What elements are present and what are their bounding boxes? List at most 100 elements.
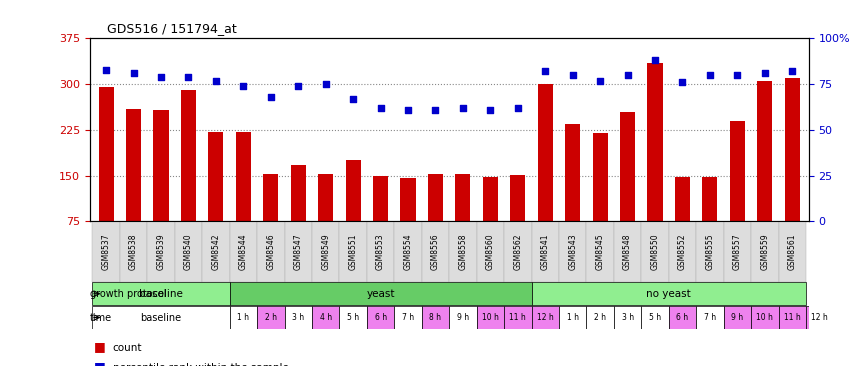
Bar	[318, 174, 333, 267]
Bar	[674, 177, 689, 267]
Point	[401, 107, 415, 113]
Text: yeast: yeast	[366, 289, 394, 299]
Bar	[722, 306, 751, 329]
Text: 5 h: 5 h	[648, 313, 660, 322]
Bar	[345, 160, 360, 267]
Text: 1 h: 1 h	[237, 313, 249, 322]
Text: 2 h: 2 h	[264, 313, 276, 322]
Text: baseline: baseline	[140, 313, 182, 322]
Bar	[537, 84, 552, 267]
Point	[126, 70, 140, 76]
Bar	[503, 221, 531, 282]
Bar	[92, 282, 229, 305]
Bar	[175, 221, 202, 282]
Bar	[421, 221, 449, 282]
Bar	[263, 174, 278, 267]
Text: GSM8560: GSM8560	[485, 233, 494, 270]
Text: GSM8546: GSM8546	[266, 233, 275, 270]
Text: 2 h: 2 h	[594, 313, 606, 322]
Bar	[147, 221, 175, 282]
Text: GSM8549: GSM8549	[321, 233, 330, 270]
Bar	[668, 306, 695, 329]
Text: 9 h: 9 h	[456, 313, 468, 322]
Bar	[284, 221, 311, 282]
Point	[346, 96, 360, 102]
Bar	[257, 221, 284, 282]
Bar	[476, 221, 503, 282]
Text: GSM8557: GSM8557	[732, 233, 741, 270]
Bar	[290, 165, 305, 267]
Text: GSM8556: GSM8556	[431, 233, 439, 270]
Bar	[311, 221, 339, 282]
Point	[510, 105, 524, 111]
Point	[483, 107, 496, 113]
Bar	[531, 221, 559, 282]
Bar	[400, 178, 415, 267]
Point	[182, 74, 195, 80]
Text: no yeast: no yeast	[646, 289, 690, 299]
Bar	[229, 306, 257, 329]
Text: GSM8544: GSM8544	[239, 233, 247, 270]
Text: 1 h: 1 h	[566, 313, 578, 322]
Text: GSM8539: GSM8539	[156, 233, 165, 270]
Text: baseline: baseline	[139, 289, 183, 299]
Text: GSM8543: GSM8543	[567, 233, 577, 270]
Text: 7 h: 7 h	[402, 313, 414, 322]
Bar	[641, 306, 668, 329]
Bar	[647, 63, 662, 267]
Text: 11 h: 11 h	[509, 313, 525, 322]
Text: 10 h: 10 h	[756, 313, 772, 322]
Text: 8 h: 8 h	[429, 313, 441, 322]
Bar	[455, 175, 470, 267]
Text: GSM8558: GSM8558	[458, 234, 467, 270]
Bar	[510, 175, 525, 267]
Text: 11 h: 11 h	[783, 313, 800, 322]
Text: count: count	[113, 343, 142, 353]
Text: GSM8542: GSM8542	[212, 234, 220, 270]
Text: GSM8561: GSM8561	[786, 234, 796, 270]
Bar	[235, 132, 251, 267]
Text: GSM8559: GSM8559	[759, 233, 769, 270]
Text: GSM8537: GSM8537	[102, 233, 111, 270]
Bar	[531, 306, 559, 329]
Bar	[229, 221, 257, 282]
Bar	[367, 221, 394, 282]
Bar	[695, 306, 722, 329]
Text: 6 h: 6 h	[374, 313, 386, 322]
Point	[675, 79, 688, 85]
Bar	[257, 306, 284, 329]
Text: GSM8541: GSM8541	[540, 234, 549, 270]
Bar	[722, 221, 751, 282]
Bar	[586, 306, 613, 329]
Bar	[619, 112, 635, 267]
Bar	[559, 221, 586, 282]
Text: GSM8554: GSM8554	[403, 233, 412, 270]
Bar	[339, 306, 367, 329]
Point	[318, 81, 332, 87]
Bar	[668, 221, 695, 282]
Text: 6 h: 6 h	[676, 313, 688, 322]
Text: GSM8562: GSM8562	[513, 234, 522, 270]
Bar	[559, 306, 586, 329]
Bar	[778, 221, 805, 282]
Bar	[751, 221, 778, 282]
Bar	[641, 221, 668, 282]
Text: GDS516 / 151794_at: GDS516 / 151794_at	[107, 22, 236, 35]
Bar	[729, 121, 744, 267]
Bar	[394, 221, 421, 282]
Point	[428, 107, 442, 113]
Text: GSM8538: GSM8538	[129, 234, 138, 270]
Bar	[202, 221, 229, 282]
Point	[702, 72, 716, 78]
Bar	[181, 90, 196, 267]
Text: GSM8553: GSM8553	[375, 233, 385, 270]
Text: percentile rank within the sample: percentile rank within the sample	[113, 363, 288, 366]
Point	[374, 105, 387, 111]
Text: 12 h: 12 h	[537, 313, 553, 322]
Bar	[154, 110, 168, 267]
Bar	[757, 81, 771, 267]
Bar	[427, 175, 443, 267]
Text: GSM8548: GSM8548	[623, 234, 631, 270]
Bar	[476, 306, 503, 329]
Point	[785, 68, 798, 74]
